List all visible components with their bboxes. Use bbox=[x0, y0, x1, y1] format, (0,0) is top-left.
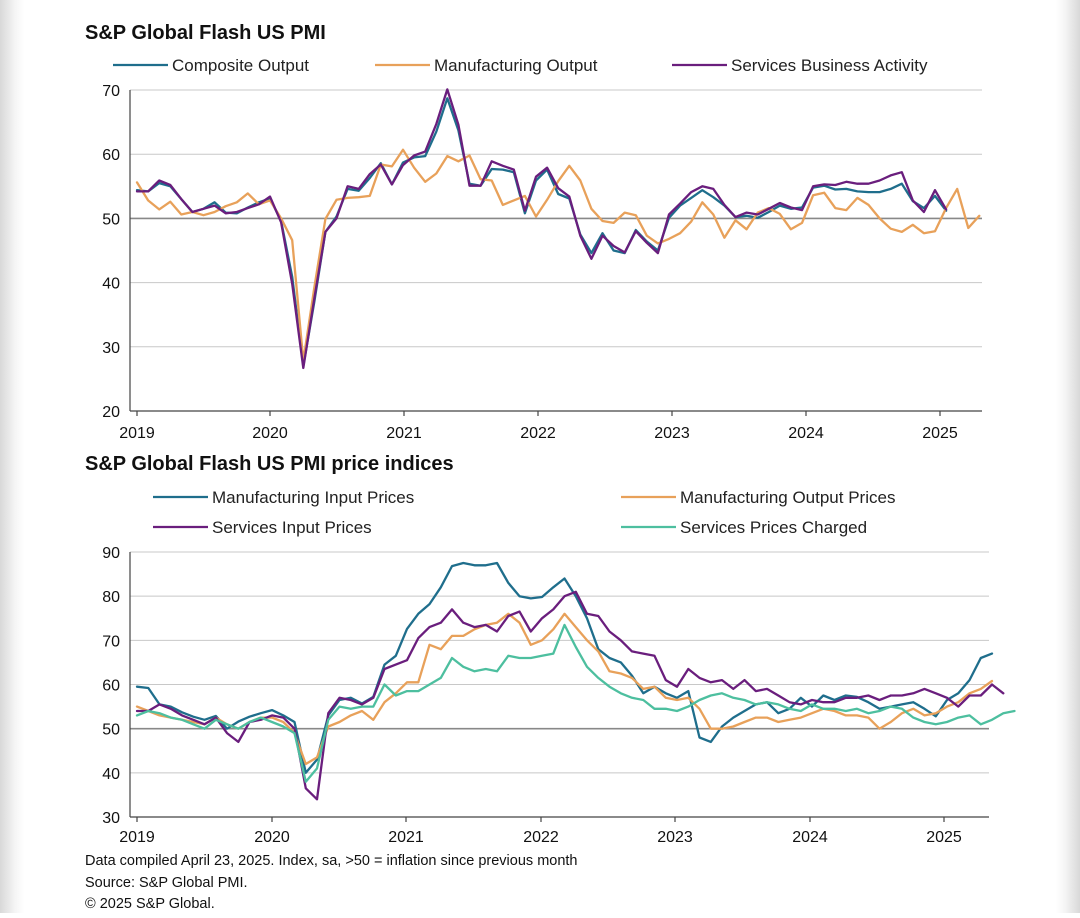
x-axis-ticks: 2019 2020 2021 2022 2023 2024 2025 bbox=[119, 817, 962, 846]
series-line-manufacturing-output-prices bbox=[135, 612, 994, 766]
series-line-manufacturing-input-prices bbox=[135, 561, 994, 774]
x-tick-label: 2024 bbox=[792, 829, 828, 846]
legend-label: Composite Output bbox=[172, 56, 309, 75]
legend: Composite Output Manufacturing Output Se… bbox=[113, 56, 928, 75]
legend-label: Services Business Activity bbox=[731, 56, 928, 75]
x-tick-label: 2024 bbox=[788, 425, 824, 442]
series-line-composite-output bbox=[135, 97, 948, 368]
series-line-services-input-prices bbox=[135, 590, 1005, 801]
series-line-services-business-activity bbox=[135, 88, 948, 370]
chart-pmi: S&P Global Flash US PMI Composite Output… bbox=[85, 22, 982, 442]
x-tick-label: 2020 bbox=[254, 829, 290, 846]
y-tick-label: 20 bbox=[102, 404, 120, 421]
y-tick-label: 70 bbox=[102, 83, 120, 100]
y-axis-ticks: 30 40 50 60 70 80 90 bbox=[102, 545, 120, 827]
y-tick-label: 30 bbox=[102, 810, 120, 827]
chart-title: S&P Global Flash US PMI price indices bbox=[85, 453, 454, 475]
y-tick-label: 50 bbox=[102, 211, 120, 228]
y-tick-label: 40 bbox=[102, 766, 120, 783]
gridlines bbox=[129, 551, 989, 818]
y-tick-label: 60 bbox=[102, 147, 120, 164]
chart-title: S&P Global Flash US PMI bbox=[85, 22, 326, 44]
x-tick-label: 2022 bbox=[523, 829, 559, 846]
x-tick-label: 2019 bbox=[119, 829, 155, 846]
footnote-data-compiled: Data compiled April 23, 2025. Index, sa,… bbox=[85, 853, 578, 869]
y-tick-label: 80 bbox=[102, 589, 120, 606]
footnote-copyright: © 2025 S&P Global. bbox=[85, 896, 215, 912]
y-tick-label: 30 bbox=[102, 340, 120, 357]
x-tick-label: 2020 bbox=[252, 425, 288, 442]
legend-label: Manufacturing Output bbox=[434, 56, 598, 75]
x-tick-label: 2025 bbox=[926, 829, 962, 846]
y-axis-ticks: 20 30 40 50 60 70 bbox=[102, 83, 120, 421]
series-lines bbox=[135, 561, 1016, 801]
legend: Manufacturing Input Prices Manufacturing… bbox=[153, 488, 895, 537]
legend-label: Manufacturing Input Prices bbox=[212, 488, 414, 507]
chart-price-indices: S&P Global Flash US PMI price indices Ma… bbox=[85, 453, 1016, 846]
footnotes: Data compiled April 23, 2025. Index, sa,… bbox=[85, 853, 578, 912]
y-tick-label: 70 bbox=[102, 633, 120, 650]
y-tick-label: 90 bbox=[102, 545, 120, 562]
legend-label: Services Input Prices bbox=[212, 518, 372, 537]
series-line-services-prices-charged bbox=[135, 623, 1016, 783]
footnote-source: Source: S&P Global PMI. bbox=[85, 875, 248, 891]
x-tick-label: 2021 bbox=[386, 425, 422, 442]
photo-frame-left bbox=[0, 0, 24, 913]
y-tick-label: 60 bbox=[102, 678, 120, 695]
x-tick-label: 2023 bbox=[654, 425, 690, 442]
series-line-manufacturing-output bbox=[135, 148, 981, 363]
y-tick-label: 40 bbox=[102, 276, 120, 293]
x-axis-ticks: 2019 2020 2021 2022 2023 2024 2025 bbox=[119, 411, 958, 442]
x-tick-label: 2021 bbox=[388, 829, 424, 846]
series-lines bbox=[135, 88, 981, 370]
legend-label: Services Prices Charged bbox=[680, 518, 867, 537]
photo-frame-right bbox=[1056, 0, 1080, 913]
y-tick-label: 50 bbox=[102, 722, 120, 739]
x-tick-label: 2025 bbox=[922, 425, 958, 442]
x-tick-label: 2022 bbox=[520, 425, 556, 442]
x-tick-label: 2019 bbox=[119, 425, 155, 442]
legend-label: Manufacturing Output Prices bbox=[680, 488, 895, 507]
x-tick-label: 2023 bbox=[657, 829, 693, 846]
gridlines bbox=[129, 89, 982, 412]
